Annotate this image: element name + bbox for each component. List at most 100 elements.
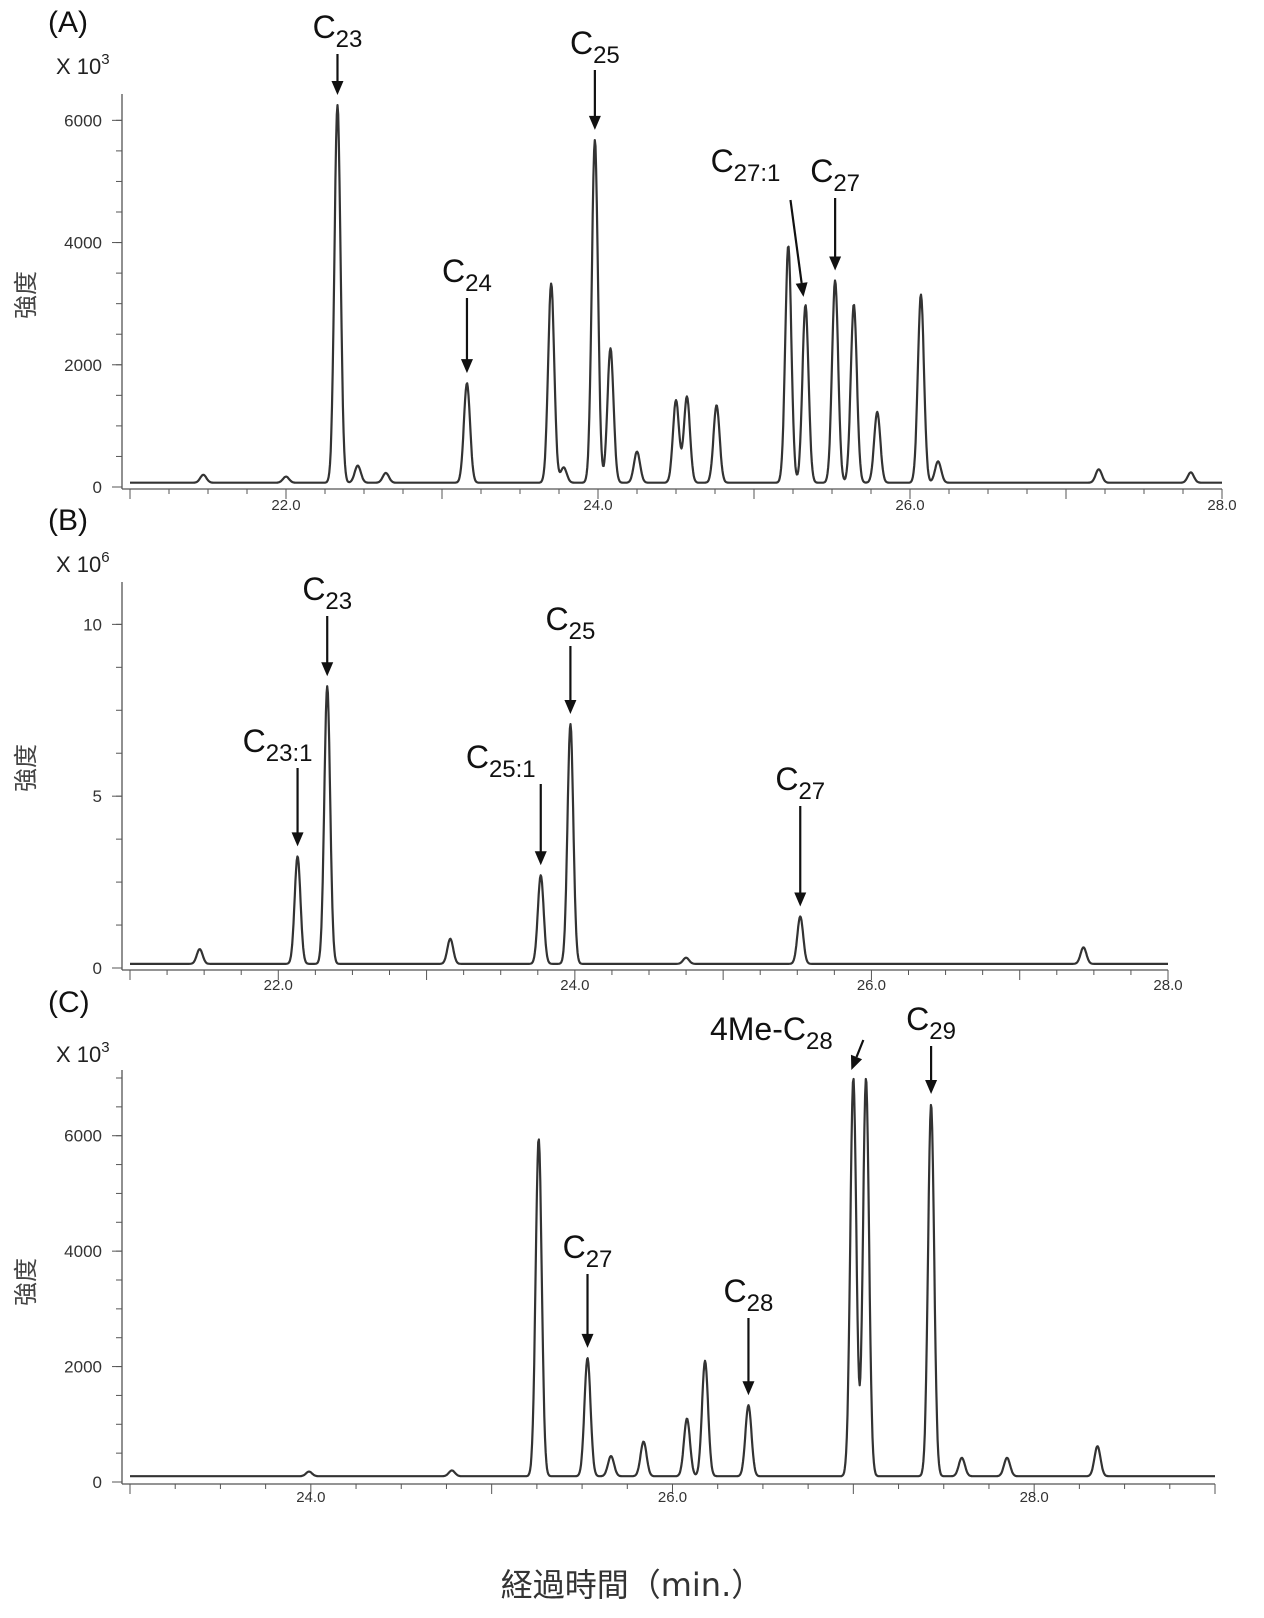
arrow-head [581, 1333, 594, 1348]
peak-annotation: C25 [546, 601, 596, 715]
y-tick-label: 6000 [64, 1127, 102, 1146]
y-multiplier-base: X 10 [56, 552, 101, 577]
peak-label-subscript: 28 [806, 1028, 833, 1055]
annotation-arrow [829, 198, 842, 271]
peak-label-base: C [243, 723, 266, 759]
peak-label: C23 [302, 571, 352, 615]
annotation-arrow [564, 646, 577, 715]
arrow-head [564, 700, 577, 715]
annotation-arrow [331, 54, 344, 96]
y-axis-label: 強度 [12, 744, 40, 792]
annotation-arrow [789, 199, 808, 297]
peak-annotation: C23 [302, 571, 352, 677]
arrow-head [925, 1079, 938, 1094]
peak-label: C27:1 [711, 143, 781, 187]
x-tick-label: 28.0 [1020, 1489, 1049, 1506]
x-tick-label: 26.0 [857, 977, 886, 994]
peak-label: C23 [313, 9, 363, 53]
y-tick-label: 6000 [64, 111, 102, 130]
x-tick-label: 26.0 [658, 1489, 687, 1506]
arrow-head [795, 282, 808, 297]
peak-label-base: C [724, 1273, 747, 1309]
peak-label-base: C [775, 761, 798, 797]
chromatogram-trace [129, 685, 1169, 965]
annotation-arrow [925, 1046, 938, 1094]
chromatogram-trace [129, 1077, 1216, 1478]
y-tick-label: 0 [93, 478, 102, 497]
peak-label-subscript: 25:1 [489, 756, 536, 783]
peak-label: C27 [775, 761, 825, 805]
peak-label-base: C [302, 571, 325, 607]
annotation-arrow [534, 784, 547, 866]
arrow-head [850, 1054, 863, 1070]
arrow-head [794, 892, 807, 907]
peak-label-base: C [570, 25, 593, 61]
x-axis-label: 経過時間（min.） [501, 1566, 764, 1604]
peak-label-subscript: 25 [569, 618, 596, 645]
y-multiplier: X 106 [56, 549, 110, 577]
peak-label: 4Me-C28 [710, 1011, 833, 1055]
y-tick-label: 2000 [64, 1358, 102, 1377]
peak-label-subscript: 27 [798, 778, 825, 805]
y-tick-label: 5 [93, 787, 102, 806]
x-tick-label: 24.0 [583, 497, 612, 514]
peak-label-base: C [563, 1229, 586, 1265]
panel-label: (C) [48, 986, 90, 1019]
peak-annotation: C29 [906, 1001, 956, 1094]
y-multiplier-exponent: 6 [101, 549, 109, 566]
panel-label: (B) [48, 504, 88, 537]
peak-label-subscript: 23:1 [266, 740, 313, 767]
peak-annotation: 4Me-C28 [710, 1011, 865, 1070]
peak-label-subscript: 24 [465, 270, 492, 297]
peak-label: C28 [724, 1273, 774, 1317]
peak-label: C23:1 [243, 723, 313, 767]
peak-label-base: C [546, 601, 569, 637]
y-tick-label: 10 [83, 615, 102, 634]
annotation-arrow [291, 768, 304, 847]
arrow-head [534, 851, 547, 866]
x-tick-label: 24.0 [296, 1489, 325, 1506]
x-tick-label: 28.0 [1207, 497, 1236, 514]
peak-annotation: C28 [724, 1273, 774, 1396]
annotation-arrow [850, 1039, 865, 1070]
chromatogram-trace [129, 104, 1223, 484]
peak-label-base: C [313, 9, 336, 45]
y-multiplier: X 103 [56, 1039, 110, 1067]
panel-label: (A) [48, 6, 88, 39]
peak-label-subscript: 29 [929, 1018, 956, 1045]
peak-annotation: C25:1 [466, 739, 547, 866]
annotation-arrow [794, 806, 807, 907]
x-tick-label: 28.0 [1153, 977, 1182, 994]
peak-annotation: C27 [810, 153, 860, 271]
y-multiplier-base: X 10 [56, 1042, 101, 1067]
arrow-head [742, 1381, 755, 1396]
peak-label: C25 [570, 25, 620, 69]
y-axis-label: 強度 [12, 271, 40, 319]
peak-label-base: C [906, 1001, 929, 1037]
x-tick-label: 24.0 [560, 977, 589, 994]
peak-label-subscript: 23 [325, 588, 352, 615]
y-multiplier: X 103 [56, 51, 110, 79]
peak-annotation: C27 [775, 761, 825, 907]
peak-label: C29 [906, 1001, 956, 1045]
peak-label-base: C [711, 143, 734, 179]
annotation-arrow [581, 1274, 594, 1348]
annotation-arrow [460, 298, 473, 374]
arrow-head [331, 81, 344, 96]
peak-label: C25:1 [466, 739, 536, 783]
peak-annotation: C24 [442, 253, 492, 374]
y-multiplier-exponent: 3 [101, 1039, 109, 1056]
peak-label-subscript: 27 [833, 170, 860, 197]
y-tick-label: 4000 [64, 234, 102, 253]
y-axis-label: 強度 [12, 1258, 40, 1306]
annotation-arrow [588, 70, 601, 130]
peak-annotation: C23:1 [243, 723, 313, 847]
arrow-head [829, 256, 842, 271]
y-tick-label: 0 [93, 1473, 102, 1492]
y-tick-label: 0 [93, 959, 102, 978]
peak-label: C27 [810, 153, 860, 197]
arrow-head [588, 115, 601, 130]
